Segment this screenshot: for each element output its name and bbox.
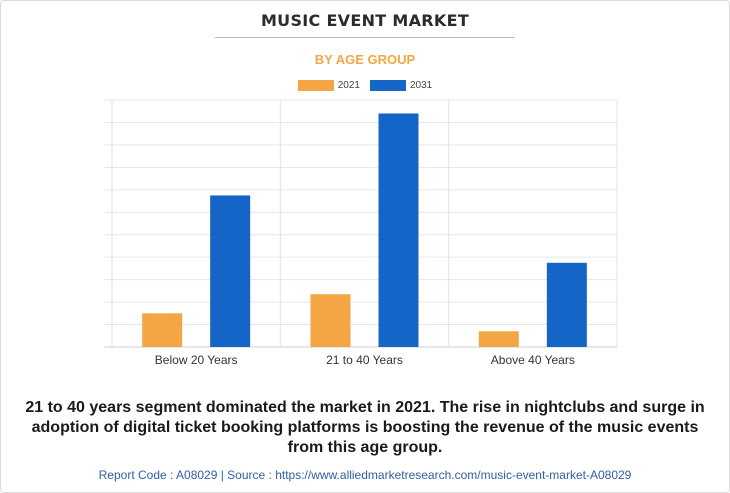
x-tick-label: 21 to 40 Years — [326, 353, 403, 367]
report-footer[interactable]: Report Code : A08029 | Source : https://… — [98, 468, 632, 482]
x-tick-label: Above 40 Years — [491, 353, 575, 367]
bar-2031-below-20-years — [210, 195, 251, 347]
legend-item-2021[interactable]: 2021 — [297, 80, 360, 91]
x-tick-label: Below 20 Years — [155, 353, 238, 367]
chart-legend: 2021 2031 — [0, 80, 730, 91]
chart-title: MUSIC EVENT MARKET — [260, 11, 470, 30]
title-divider — [215, 37, 515, 38]
legend-swatch-2031 — [370, 80, 406, 91]
bar-2031-above-40-years — [546, 262, 587, 347]
legend-swatch-2021 — [297, 80, 334, 91]
legend-label-2031: 2031 — [410, 80, 433, 91]
bar-2021-above-40-years — [478, 331, 519, 347]
bar-2021-21-to-40-years — [310, 294, 351, 347]
legend-item-2031[interactable]: 2031 — [370, 80, 432, 91]
legend-label-2021: 2021 — [337, 80, 360, 91]
chart-caption: 21 to 40 years segment dominated the mar… — [25, 399, 705, 456]
bar-chart: Below 20 Years 21 to 40 Years Above 40 Yea… — [104, 99, 618, 367]
chart-subtitle: BY AGE GROUP — [314, 52, 416, 67]
bar-2031-21-to-40-years — [378, 113, 419, 348]
bar-2021-below-20-years — [142, 313, 183, 347]
